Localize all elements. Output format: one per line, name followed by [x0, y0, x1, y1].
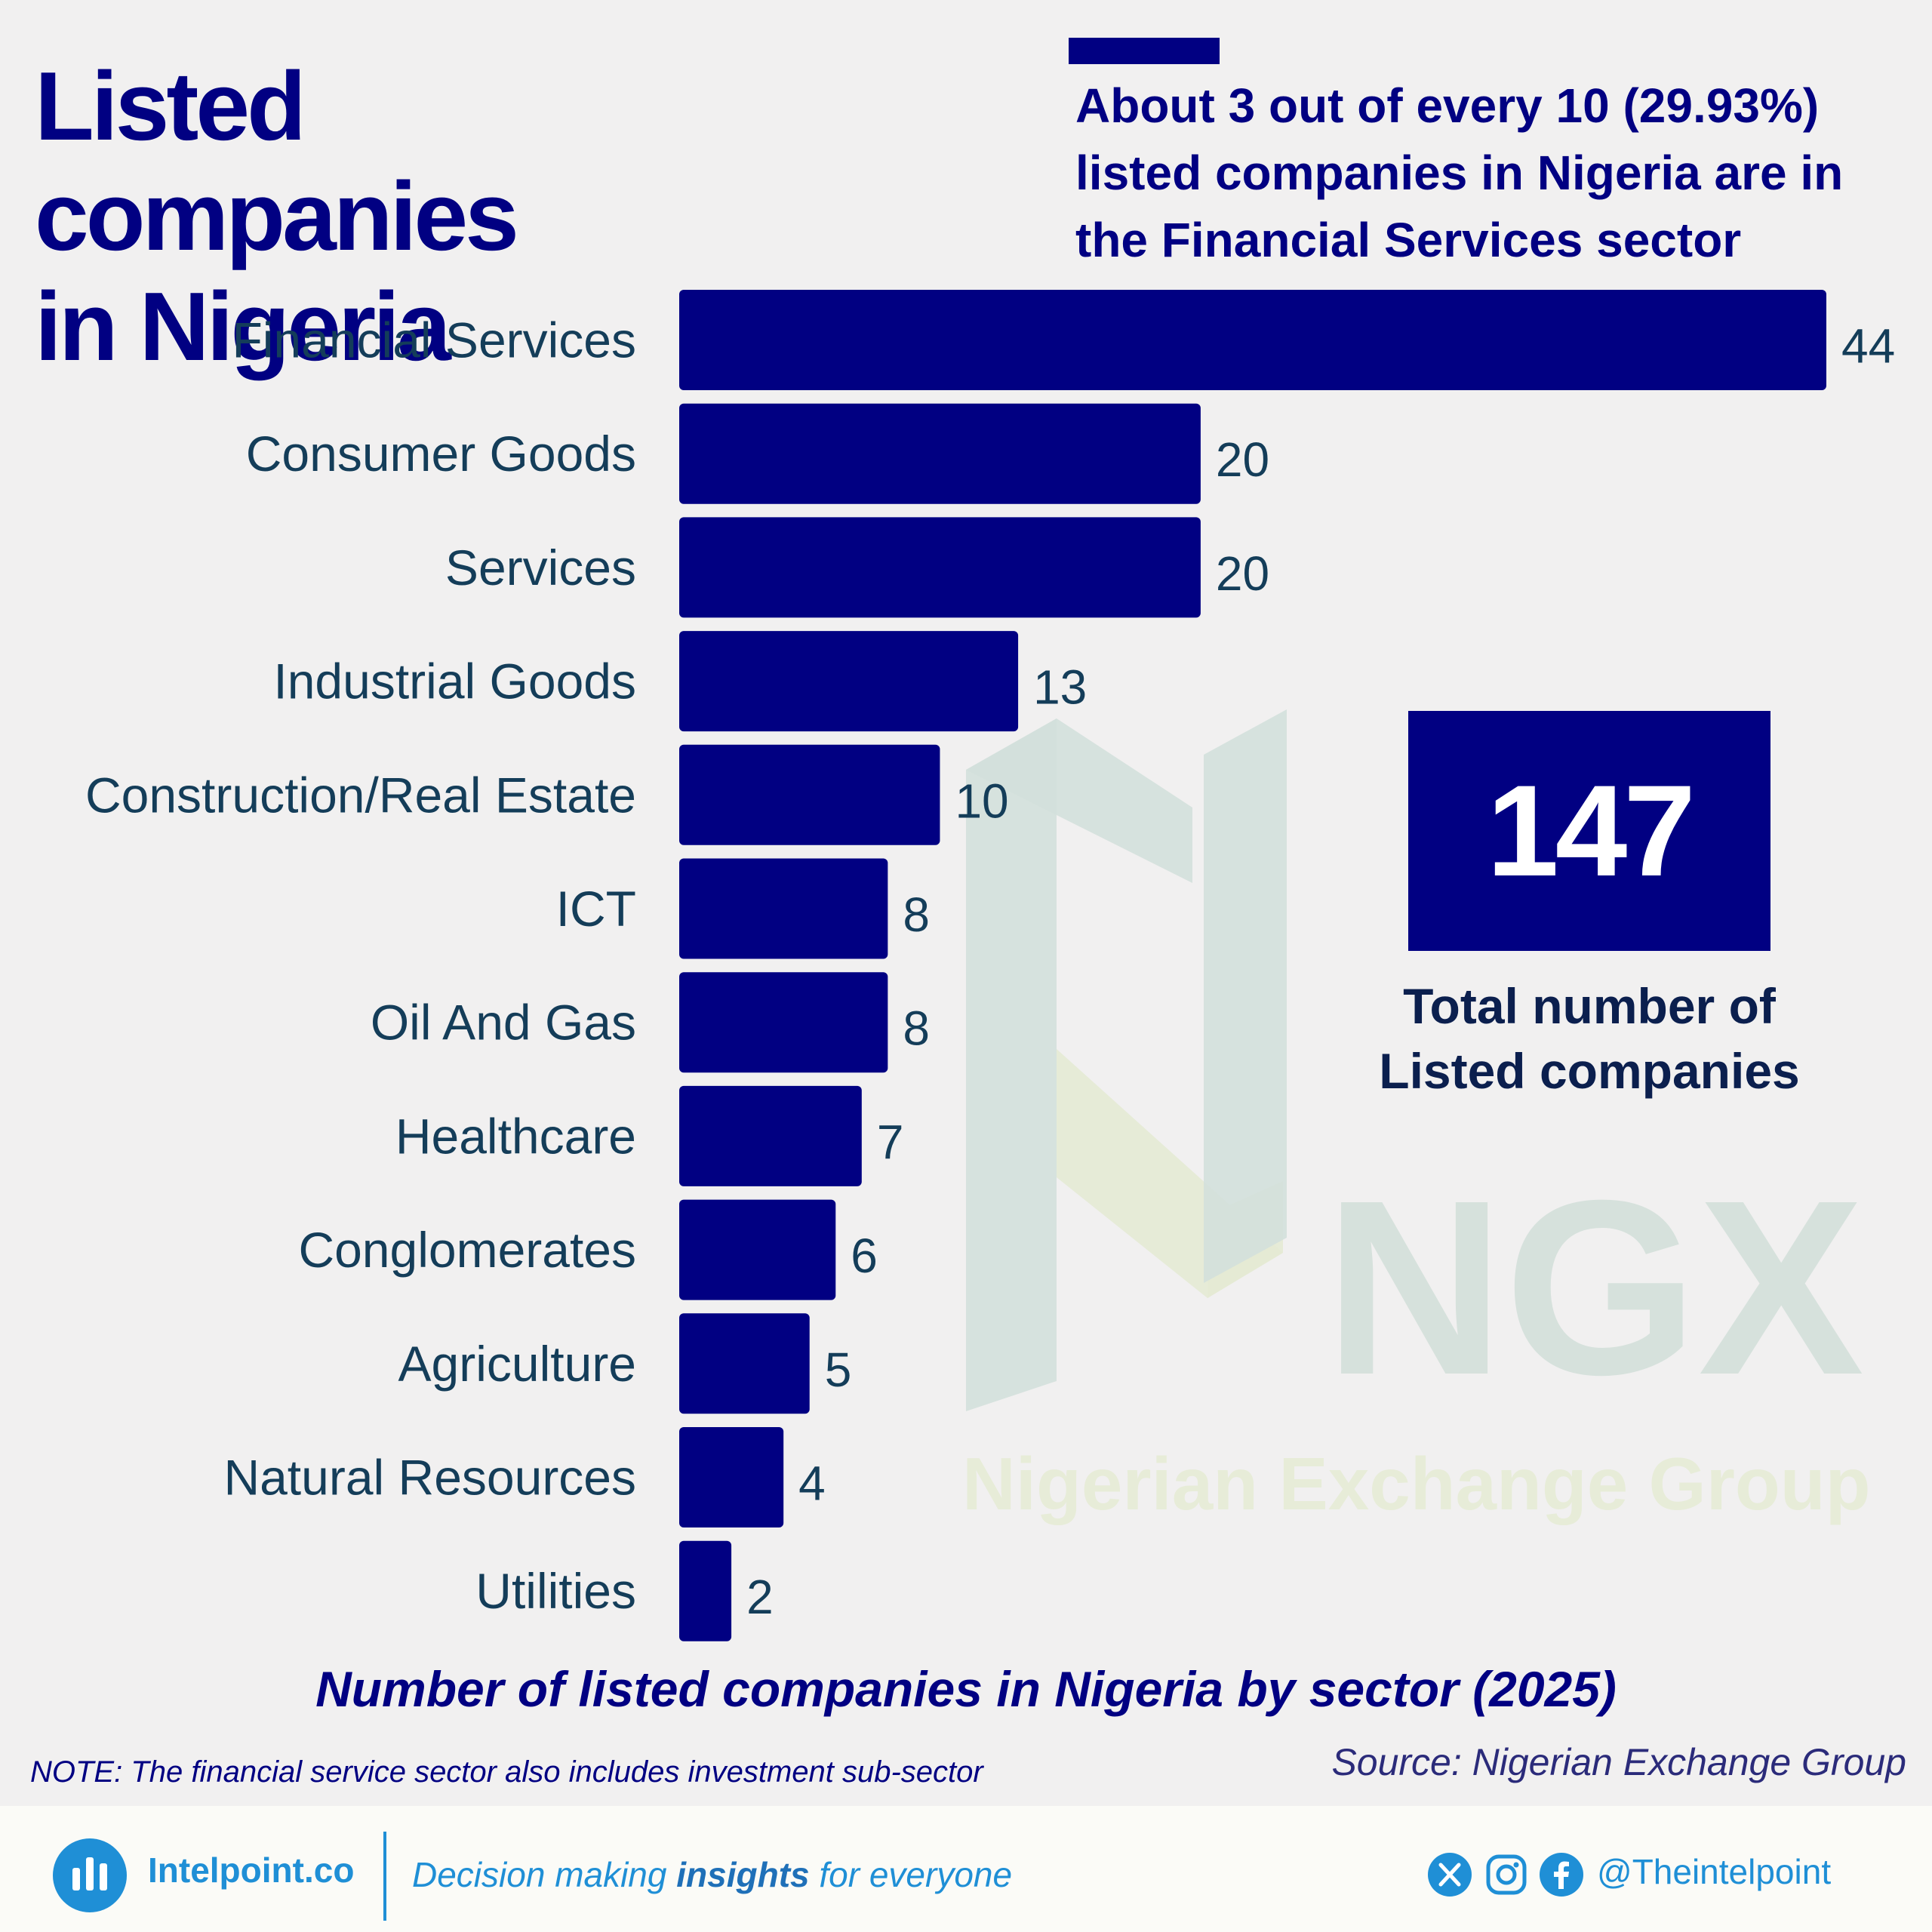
value-label-oil-and-gas: 8: [903, 1001, 930, 1056]
value-label-ict: 8: [903, 888, 930, 942]
x-icon[interactable]: [1428, 1853, 1472, 1897]
bar-natural-resources: [679, 1427, 784, 1527]
ngx-watermark: NGX Nigerian Exchange Group: [962, 709, 1870, 1525]
bars-group: Financial Services 44 Consumer Goods 20 Serv…: [85, 290, 1895, 1641]
category-label-services: Services: [445, 540, 636, 595]
title-line-1: Listed companies: [35, 52, 519, 271]
category-label-consumer-goods: Consumer Goods: [246, 426, 636, 481]
value-label-agriculture: 5: [825, 1343, 852, 1397]
footer-divider: [383, 1832, 386, 1921]
value-label-conglomerates: 6: [851, 1229, 878, 1283]
total-label: Total number of Listed companies: [1321, 974, 1858, 1103]
value-label-healthcare: 7: [877, 1115, 904, 1169]
value-label-natural-resources: 4: [798, 1457, 826, 1511]
category-label-industrial-goods: Industrial Goods: [273, 654, 636, 709]
bar-ict: [679, 858, 888, 959]
ngx-logo-icon: [966, 709, 1287, 1411]
value-label-industrial-goods: 13: [1033, 660, 1087, 715]
callout-text: About 3 out of every 10 (29.93%) listed …: [1075, 78, 1844, 267]
instagram-icon[interactable]: [1484, 1853, 1528, 1897]
bar-agriculture: [679, 1313, 810, 1414]
tagline-post: for everyone: [809, 1855, 1013, 1894]
brand-name[interactable]: Intelpoint.co: [148, 1850, 355, 1890]
bar-industrial-goods: [679, 631, 1019, 732]
chart-title: Number of listed companies in Nigeria by…: [315, 1661, 1617, 1717]
bar-conglomerates: [679, 1199, 836, 1300]
social-handle[interactable]: @Theintelpoint: [1597, 1852, 1832, 1891]
bar-chart: NGX Nigerian Exchange Group Financial Se…: [85, 290, 1895, 1641]
category-label-ict: ICT: [556, 881, 636, 937]
callout-accent-bar: [1069, 38, 1220, 64]
bar-oil-and-gas: [679, 972, 888, 1073]
title-line-2: in Nigeria: [35, 272, 451, 381]
value-label-construction-real-estate: 10: [955, 774, 1008, 828]
total-label-line-2: Listed companies: [1379, 1043, 1800, 1099]
category-label-oil-and-gas: Oil And Gas: [371, 995, 636, 1051]
value-label-financial-services: 44: [1841, 319, 1895, 374]
tagline-bold: insights: [676, 1855, 810, 1894]
category-label-construction-real-estate: Construction/Real Estate: [85, 767, 636, 823]
footnote: NOTE: The financial service sector also …: [30, 1755, 983, 1789]
category-label-healthcare: Healthcare: [395, 1108, 636, 1164]
value-label-consumer-goods: 20: [1216, 432, 1269, 487]
ngx-org-name: Nigerian Exchange Group: [962, 1442, 1870, 1525]
value-label-utilities: 2: [746, 1570, 774, 1624]
tagline-pre: Decision making: [412, 1855, 677, 1894]
bar-utilities: [679, 1540, 732, 1641]
category-label-agriculture: Agriculture: [398, 1336, 636, 1392]
tagline: Decision making insights for everyone: [412, 1854, 1012, 1895]
intelpoint-logo-icon: [53, 1838, 127, 1912]
source-note: Source: Nigerian Exchange Group: [1331, 1741, 1906, 1783]
bar-services: [679, 517, 1201, 618]
ngx-logo-text: NGX: [1324, 1148, 1866, 1426]
bar-financial-services: [679, 290, 1826, 390]
bar-consumer-goods: [679, 403, 1201, 504]
bar-construction-real-estate: [679, 744, 940, 845]
total-label-line-1: Total number of: [1403, 978, 1776, 1034]
category-label-utilities: Utilities: [475, 1563, 636, 1619]
bar-healthcare: [679, 1085, 862, 1186]
footer: Intelpoint.co Decision making insights f…: [0, 1806, 1932, 1932]
value-label-services: 20: [1216, 546, 1269, 601]
facebook-icon[interactable]: [1540, 1853, 1583, 1897]
category-label-natural-resources: Natural Resources: [223, 1450, 636, 1506]
page-title: Listed companies in Nigeria: [35, 51, 789, 382]
total-value-box: 147: [1408, 711, 1770, 951]
category-label-conglomerates: Conglomerates: [298, 1222, 636, 1278]
category-label-financial-services: Financial Services: [232, 312, 636, 368]
